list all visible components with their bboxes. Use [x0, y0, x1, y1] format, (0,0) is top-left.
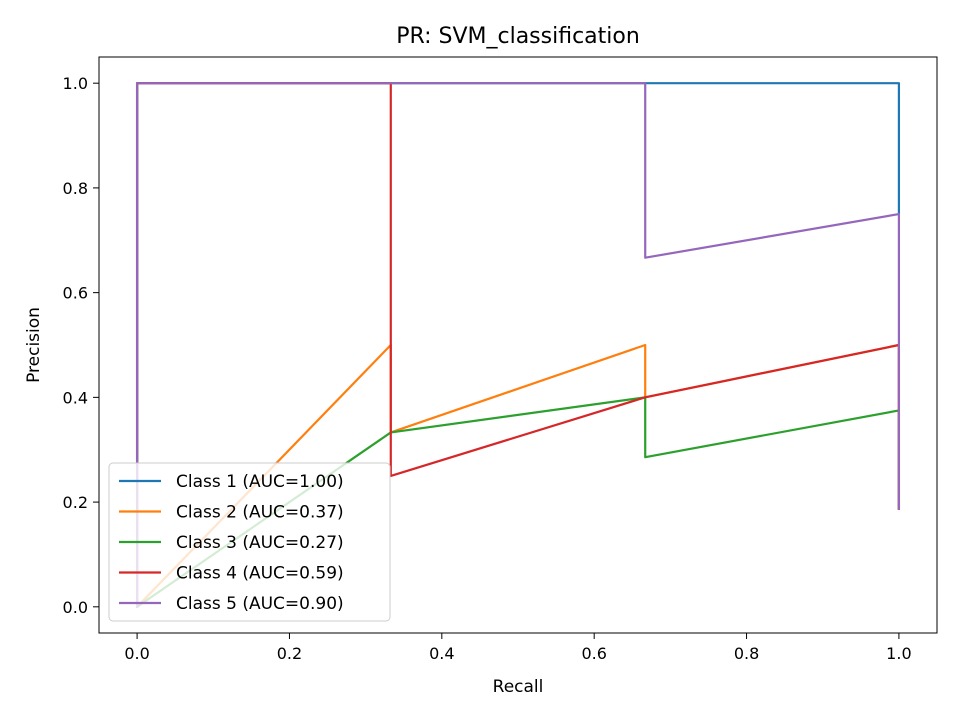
x-axis-label: Recall	[493, 677, 544, 697]
y-tick-label: 1.0	[63, 74, 88, 93]
x-tick-label: 0.4	[429, 644, 454, 663]
x-tick-label: 1.0	[886, 644, 911, 663]
series-layer	[135, 82, 901, 609]
series-line-class-5	[135, 82, 901, 608]
x-axis-ticks: 0.0 0.2 0.4 0.6 0.8 1.0	[124, 633, 912, 663]
legend-label-class-5: Class 5 (AUC=0.90)	[176, 594, 344, 614]
legend-label-class-3: Class 3 (AUC=0.27)	[176, 533, 344, 553]
legend-label-class-1: Class 1 (AUC=1.00)	[176, 472, 344, 492]
legend-label-class-2: Class 2 (AUC=0.37)	[176, 503, 344, 523]
x-tick-label: 0.6	[581, 644, 606, 663]
legend-label-class-4: Class 4 (AUC=0.59)	[176, 564, 344, 584]
x-tick-label: 0.8	[734, 644, 759, 663]
y-tick-label: 0.8	[63, 179, 88, 198]
y-tick-label: 0.2	[63, 493, 88, 512]
y-axis-label: Precision	[24, 307, 44, 383]
legend: Class 1 (AUC=1.00) Class 2 (AUC=0.37) Clas…	[108, 462, 391, 622]
plot-area-frame	[98, 56, 938, 634]
x-tick-label: 0.2	[277, 644, 302, 663]
y-tick-label: 0.4	[63, 388, 88, 407]
y-tick-label: 0.6	[63, 284, 88, 303]
chart-title: PR: SVM_classification	[396, 24, 640, 49]
y-axis-ticks: 0.0 0.2 0.4 0.6 0.8 1.0	[63, 74, 99, 617]
x-tick-label: 0.0	[124, 644, 149, 663]
y-tick-label: 0.0	[63, 598, 88, 617]
legend-box	[108, 462, 391, 622]
